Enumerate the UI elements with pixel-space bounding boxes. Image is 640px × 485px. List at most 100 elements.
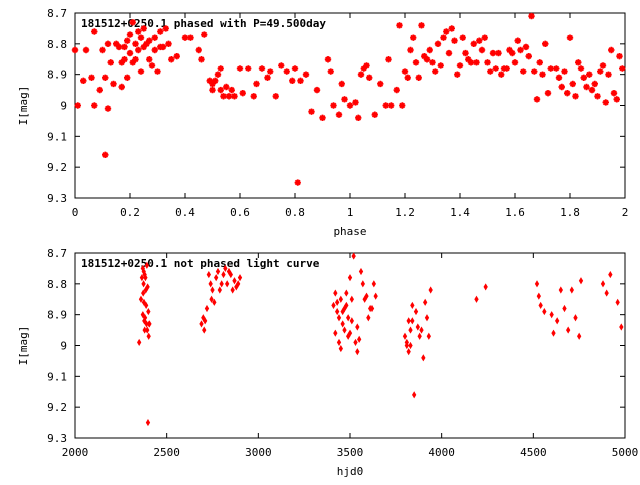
data-point: [421, 354, 426, 362]
data-point: [578, 277, 584, 285]
data-point: [217, 65, 224, 72]
data-point: [206, 77, 213, 84]
data-point: [599, 62, 607, 69]
data-point: [373, 292, 378, 300]
data-point: [344, 289, 349, 297]
chart-title: 181512+0250.1 not phased light curve: [81, 257, 320, 270]
data-point: [569, 286, 574, 294]
data-point: [145, 418, 151, 427]
data-point: [484, 59, 491, 66]
data-point: [357, 335, 362, 343]
data-point: [608, 46, 615, 54]
data-point: [600, 280, 606, 288]
data-point: [206, 270, 211, 279]
data-point: [358, 267, 364, 276]
data-point: [534, 280, 540, 288]
data-point: [542, 40, 549, 47]
data-point: [121, 43, 128, 51]
data-point: [406, 317, 411, 325]
data-point: [588, 86, 596, 94]
x-tick-label: 5000: [612, 446, 639, 459]
data-point: [531, 68, 538, 75]
data-point: [297, 77, 304, 84]
data-point: [151, 46, 158, 54]
data-point: [113, 40, 120, 47]
x-tick-label: 1.4: [450, 206, 470, 219]
data-point: [573, 314, 578, 322]
data-point: [71, 46, 79, 54]
data-point: [335, 307, 340, 316]
data-point: [481, 34, 488, 41]
data-point: [148, 62, 156, 69]
data-point: [333, 329, 338, 337]
data-point: [104, 105, 112, 112]
data-point: [291, 65, 299, 72]
x-tick-label: 0.2: [120, 206, 140, 219]
data-point: [415, 74, 422, 81]
data-point: [146, 307, 151, 316]
data-point: [404, 74, 411, 81]
data-point: [517, 46, 524, 54]
data-point: [313, 86, 321, 94]
data-point: [221, 270, 226, 279]
data-points: [137, 252, 624, 427]
data-point: [437, 62, 444, 69]
y-tick-label: 8.9: [47, 69, 67, 82]
data-point: [210, 286, 215, 294]
data-point: [118, 83, 125, 91]
data-point: [465, 56, 472, 63]
data-point: [555, 317, 560, 325]
data-point: [217, 86, 224, 94]
data-point: [138, 295, 144, 303]
data-point: [349, 317, 354, 325]
data-point: [99, 46, 106, 54]
data-point: [406, 348, 411, 356]
data-point: [474, 295, 479, 303]
data-point: [147, 320, 152, 328]
data-point: [344, 301, 349, 310]
data-point: [604, 289, 609, 297]
data-point: [340, 320, 345, 328]
data-point: [146, 56, 153, 63]
data-point: [410, 317, 415, 325]
data-point: [324, 56, 332, 63]
data-point: [212, 77, 219, 84]
data-point: [96, 86, 103, 94]
data-point: [476, 37, 483, 44]
y-tick-label: 9.3: [47, 192, 67, 205]
data-point: [470, 40, 477, 47]
x-tick-label: 2000: [62, 446, 89, 459]
data-point: [132, 40, 139, 47]
data-point: [91, 28, 98, 35]
data-point: [217, 286, 222, 294]
data-point: [214, 274, 219, 282]
data-point: [418, 22, 425, 29]
data-point: [553, 65, 560, 72]
data-point: [393, 86, 400, 94]
data-point: [253, 80, 260, 88]
data-point: [139, 274, 145, 282]
x-tick-label: 1: [347, 206, 354, 219]
data-point: [347, 274, 353, 282]
data-point: [577, 332, 582, 340]
data-point: [366, 74, 373, 81]
x-tick-label: 1.2: [395, 206, 415, 219]
data-point: [428, 286, 433, 294]
data-point: [146, 37, 153, 44]
data-point: [142, 314, 148, 322]
y-tick-label: 8.7: [47, 247, 67, 260]
data-point: [583, 83, 590, 91]
data-point: [423, 56, 431, 63]
data-point: [426, 332, 431, 340]
data-point: [419, 326, 424, 334]
data-point: [544, 90, 552, 97]
data-point: [467, 59, 475, 66]
data-point: [129, 59, 136, 66]
data-point: [187, 34, 194, 41]
data-point: [351, 252, 356, 260]
data-point: [564, 90, 571, 97]
x-tick-label: 2: [622, 206, 629, 219]
data-point: [209, 80, 216, 88]
data-point: [209, 86, 216, 94]
